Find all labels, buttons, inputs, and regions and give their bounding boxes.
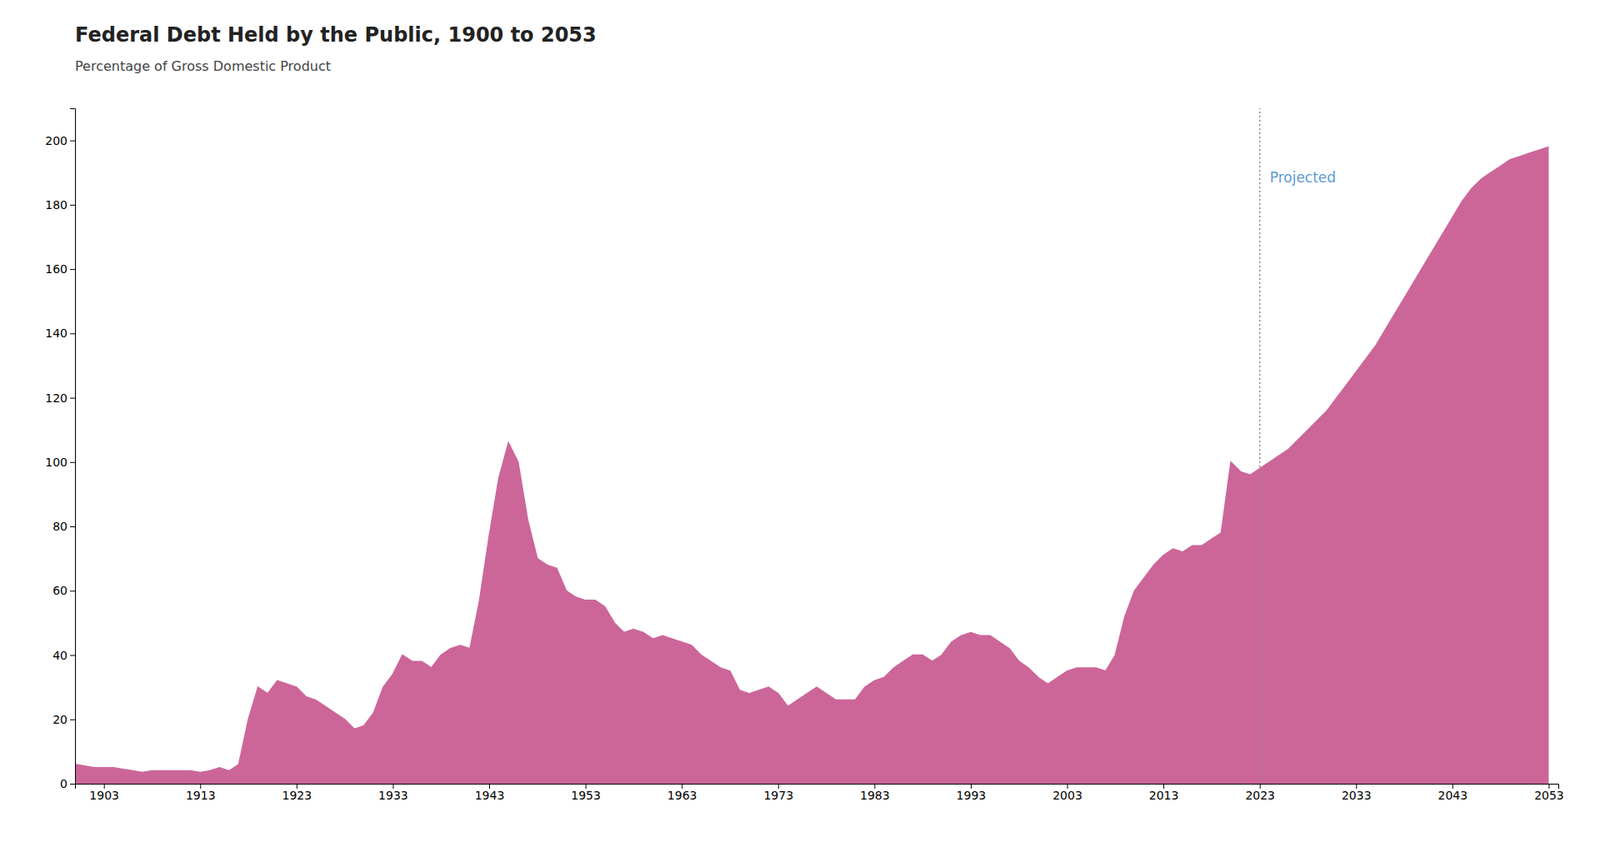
x-tick: 2053 [1534,784,1565,803]
x-axis: 1903 1913 1923 1933 1943 1953 1963 1973 1983 1993… [75,784,1565,803]
y-tick-label: 140 [45,326,68,340]
x-tick-label: 2023 [1245,789,1275,803]
x-tick-label: 1973 [763,789,794,803]
projected-line [1259,108,1261,785]
x-tick: 1903 [89,784,120,803]
y-tick-label: 80 [52,520,68,534]
x-tick-label: 2033 [1341,789,1372,803]
y-tick: 0 [60,777,75,791]
y-tick: 100 [45,455,75,470]
y-tick: 80 [52,520,75,534]
x-tick: 2043 [1438,784,1469,803]
x-tick: 1923 [282,784,313,803]
y-tick: 160 [45,262,75,276]
y-tick-mark [70,784,75,785]
subtitle: Percentage of Gross Domestic Product [75,58,331,75]
x-tick-label: 2003 [1052,789,1083,803]
x-tick: 2023 [1245,784,1275,803]
y-tick: 140 [45,326,75,340]
x-tick: 2033 [1341,784,1372,803]
y-tick-mark [70,462,75,464]
x-tick-label: 2043 [1438,789,1469,803]
x-tick: 2013 [1149,784,1180,803]
y-tick-label: 20 [52,713,68,727]
y-tick-mark [70,205,75,206]
y-tick-mark [70,333,75,335]
y-tick-label: 0 [60,777,68,791]
y-axis-line [70,109,76,785]
y-tick-label: 100 [45,455,68,470]
y-tick-mark [70,655,75,657]
y-tick-label: 200 [45,134,68,148]
x-tick-label: 1963 [667,789,698,803]
x-tick: 1913 [185,784,216,803]
y-tick-label: 120 [45,391,68,405]
x-tick-label: 1923 [282,789,313,803]
annotation-label: Projected [1270,169,1336,186]
y-tick-label: 180 [45,198,68,212]
chart-svg: Federal Debt Held by the Public, 1900 to… [0,0,1600,842]
y-tick-label: 40 [52,649,68,663]
y-tick: 120 [45,391,75,405]
y-tick: 40 [52,649,75,663]
x-tick: 1963 [667,784,698,803]
y-tick-mark [70,140,75,142]
x-tick: 1993 [956,784,987,803]
y-tick-mark [70,590,75,592]
title: Federal Debt Held by the Public, 1900 to… [75,23,597,47]
line [75,146,1549,773]
area [75,146,1549,785]
x-tick: 2003 [1052,784,1083,803]
y-axis: 0 20 40 60 80 100 120 140 160 180 200 [45,109,75,791]
y-tick-mark [70,720,75,721]
x-tick: 1983 [860,784,890,803]
x-tick-label: 2053 [1534,789,1565,803]
x-tick: 1943 [475,784,505,803]
chart-container: Federal Debt Held by the Public, 1900 to… [0,0,1600,842]
x-tick-label: 1933 [378,789,409,803]
x-tick: 1953 [570,784,601,803]
x-tick-label: 2013 [1149,789,1180,803]
x-tick-label: 1903 [89,789,120,803]
x-tick-label: 1993 [956,789,987,803]
y-tick: 180 [45,198,75,212]
y-tick-mark [70,398,75,400]
y-tick: 200 [45,134,75,148]
x-tick-label: 1983 [860,789,890,803]
plot-area [75,108,1549,785]
x-tick: 1933 [378,784,409,803]
x-tick-label: 1943 [475,789,505,803]
y-tick-label: 160 [45,262,68,276]
y-tick: 20 [52,713,75,727]
x-tick: 1973 [763,784,794,803]
y-tick-label: 60 [52,584,68,598]
y-tick: 60 [52,584,75,598]
y-tick-mark [70,269,75,270]
y-tick-mark [70,526,75,528]
x-tick-label: 1953 [570,789,601,803]
x-tick-label: 1913 [185,789,216,803]
annotations: Projected [1270,169,1336,186]
